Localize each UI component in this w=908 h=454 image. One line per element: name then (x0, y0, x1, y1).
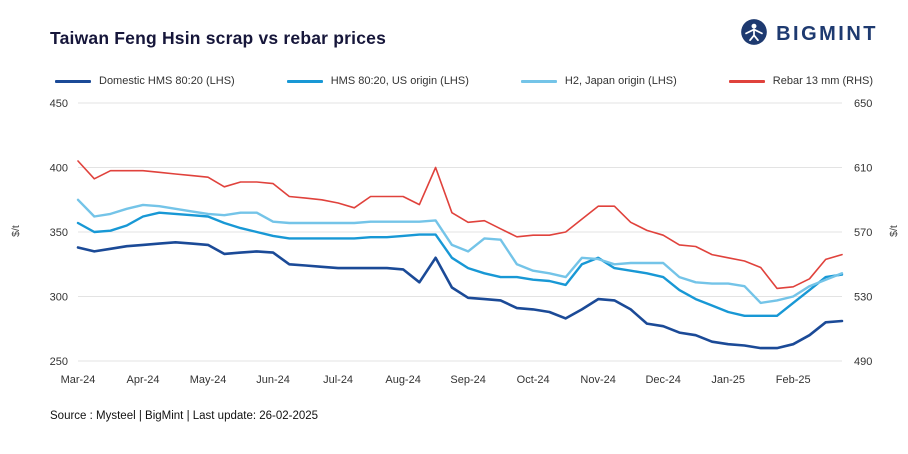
left-axis-title: $/t (9, 225, 22, 237)
line-chart: 250 490 300 530 350 570 400 610 450 650 Mar-24 Apr-… (50, 98, 873, 386)
legend-label: Domestic HMS 80:20 (LHS) (99, 75, 235, 87)
x-axis-tick-label: Jan-25 (711, 374, 745, 386)
right-axis-tick-label: 610 (854, 163, 872, 175)
left-axis-tick-label: 450 (50, 98, 68, 110)
series-line (76, 241, 844, 350)
legend-label: Rebar 13 mm (RHS) (772, 75, 874, 87)
x-axis-tick-label: Sep-24 (450, 374, 485, 386)
right-axis-tick-label: 490 (854, 356, 872, 368)
right-axis-tick-label: 530 (854, 292, 872, 304)
legend-swatch (728, 79, 765, 83)
series-line (76, 211, 844, 318)
right-axis-tick-label: 570 (854, 227, 872, 239)
series-line (76, 198, 844, 305)
left-axis-tick-label: 400 (50, 163, 68, 175)
page-title: Taiwan Feng Hsin scrap vs rebar prices (50, 28, 387, 48)
legend-swatch (286, 79, 323, 83)
legend-label: H2, Japan origin (LHS) (564, 75, 677, 87)
legend-swatch (520, 79, 557, 83)
left-axis-tick-label: 350 (50, 227, 68, 239)
bigmint-logo: BIGMINT (740, 18, 878, 51)
x-axis-tick-label: Dec-24 (645, 374, 680, 386)
right-axis-title: $/t (888, 225, 901, 237)
legend-label: HMS 80:20, US origin (LHS) (330, 75, 469, 87)
bigmint-logo-icon (740, 18, 768, 51)
legend-swatch (55, 79, 91, 83)
x-axis-tick-label: Jun-24 (256, 374, 290, 386)
legend-item[interactable]: H2, Japan origin (LHS) (520, 75, 677, 87)
legend-item[interactable]: HMS 80:20, US origin (LHS) (286, 75, 469, 87)
source-note: Source : Mysteel | BigMint | Last update… (50, 410, 319, 422)
brand-name: BIGMINT (776, 23, 878, 45)
x-axis-tick-label: Feb-25 (776, 374, 811, 386)
left-axis-tick-label: 250 (50, 356, 68, 368)
legend-item[interactable]: Domestic HMS 80:20 (LHS) (55, 75, 235, 87)
right-axis-tick-label: 650 (854, 98, 872, 110)
legend-item[interactable]: Rebar 13 mm (RHS) (728, 75, 874, 87)
header: Taiwan Feng Hsin scrap vs rebar prices B… (0, 0, 908, 51)
chart-area: $/t $/t 250 490 300 530 350 570 400 610 450 650 Ma… (0, 91, 908, 398)
x-axis-tick-label: Mar-24 (61, 374, 96, 386)
series-line (77, 160, 843, 290)
chart-legend: Domestic HMS 80:20 (LHS) HMS 80:20, US or… (55, 75, 908, 87)
x-axis-tick-label: Oct-24 (517, 374, 550, 386)
x-axis-tick-label: Nov-24 (580, 374, 615, 386)
x-axis-tick-label: Apr-24 (127, 374, 160, 386)
x-axis-tick-label: Aug-24 (385, 374, 420, 386)
left-axis-tick-label: 300 (50, 292, 68, 304)
x-axis-tick-label: May-24 (190, 374, 227, 386)
x-axis-tick-label: Jul-24 (323, 374, 353, 386)
